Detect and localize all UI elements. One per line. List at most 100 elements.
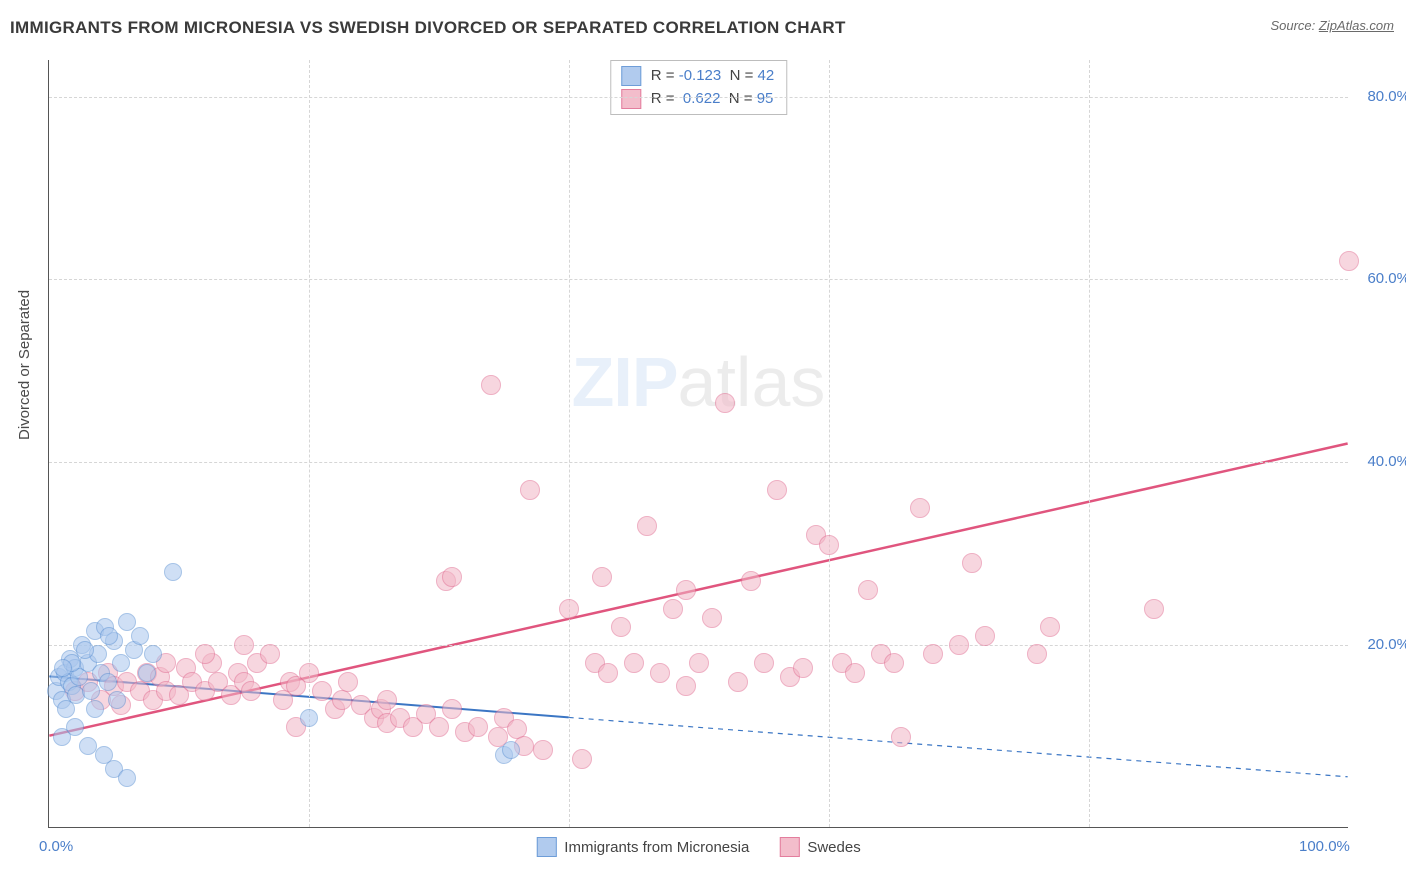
scatter-point-swedes [1339, 251, 1359, 271]
source-link[interactable]: ZipAtlas.com [1319, 18, 1394, 33]
y-tick-label: 60.0% [1367, 270, 1406, 287]
scatter-point-swedes [689, 653, 709, 673]
scatter-point-micronesia [99, 673, 117, 691]
scatter-point-swedes [481, 375, 501, 395]
trendlines-layer [49, 60, 1348, 827]
series-legend-item-micronesia: Immigrants from Micronesia [536, 837, 749, 857]
scatter-point-swedes [650, 663, 670, 683]
scatter-point-micronesia [131, 627, 149, 645]
correlation-legend: R = -0.123 N = 42 R = 0.622 N = 95 [610, 60, 787, 115]
gridline-horizontal: 80.0% [49, 97, 1348, 98]
scatter-point-swedes [429, 717, 449, 737]
scatter-point-micronesia [144, 645, 162, 663]
y-axis-label: Divorced or Separated [16, 290, 33, 440]
scatter-point-swedes [975, 626, 995, 646]
scatter-point-swedes [442, 567, 462, 587]
scatter-point-swedes [793, 658, 813, 678]
x-tick-label: 100.0% [1299, 838, 1350, 855]
correlation-scatter-chart: IMMIGRANTS FROM MICRONESIA VS SWEDISH DI… [0, 0, 1406, 892]
scatter-point-swedes [624, 653, 644, 673]
series-swatch-micronesia [536, 837, 556, 857]
scatter-point-swedes [637, 516, 657, 536]
scatter-point-swedes [949, 635, 969, 655]
scatter-point-micronesia [300, 709, 318, 727]
scatter-point-swedes [572, 749, 592, 769]
scatter-point-swedes [845, 663, 865, 683]
scatter-point-micronesia [108, 691, 126, 709]
watermark: ZIPatlas [572, 342, 826, 422]
scatter-point-micronesia [86, 700, 104, 718]
scatter-point-micronesia [100, 627, 118, 645]
scatter-point-swedes [312, 681, 332, 701]
scatter-point-swedes [754, 653, 774, 673]
scatter-point-micronesia [66, 718, 84, 736]
scatter-point-swedes [559, 599, 579, 619]
series-swatch-swedes [779, 837, 799, 857]
series-legend-item-swedes: Swedes [779, 837, 860, 857]
scatter-point-swedes [338, 672, 358, 692]
scatter-point-swedes [241, 681, 261, 701]
scatter-point-micronesia [54, 659, 72, 677]
legend-swatch-swedes [621, 89, 641, 109]
scatter-point-swedes [260, 644, 280, 664]
scatter-point-swedes [611, 617, 631, 637]
y-tick-label: 20.0% [1367, 636, 1406, 653]
scatter-point-swedes [468, 717, 488, 737]
scatter-point-swedes [592, 567, 612, 587]
scatter-point-swedes [1144, 599, 1164, 619]
scatter-point-swedes [377, 690, 397, 710]
y-tick-label: 40.0% [1367, 453, 1406, 470]
scatter-point-micronesia [164, 563, 182, 581]
legend-row-swedes: R = 0.622 N = 95 [621, 88, 774, 111]
legend-row-micronesia: R = -0.123 N = 42 [621, 65, 774, 88]
scatter-point-swedes [767, 480, 787, 500]
scatter-point-micronesia [112, 654, 130, 672]
scatter-point-swedes [299, 663, 319, 683]
legend-swatch-micronesia [621, 66, 641, 86]
scatter-point-swedes [195, 644, 215, 664]
scatter-point-micronesia [76, 641, 94, 659]
scatter-point-swedes [442, 699, 462, 719]
chart-title: IMMIGRANTS FROM MICRONESIA VS SWEDISH DI… [10, 18, 846, 38]
gridline-horizontal: 40.0% [49, 462, 1348, 463]
watermark-zip: ZIP [572, 343, 678, 421]
scatter-point-micronesia [502, 741, 520, 759]
gridline-vertical [1089, 60, 1090, 827]
series-label-micronesia: Immigrants from Micronesia [564, 839, 749, 856]
scatter-point-swedes [891, 727, 911, 747]
scatter-point-micronesia [138, 664, 156, 682]
scatter-point-swedes [858, 580, 878, 600]
scatter-point-swedes [923, 644, 943, 664]
scatter-point-swedes [598, 663, 618, 683]
scatter-point-swedes [819, 535, 839, 555]
watermark-atlas: atlas [678, 343, 826, 421]
x-tick-label: 0.0% [39, 838, 73, 855]
scatter-point-swedes [676, 580, 696, 600]
scatter-point-swedes [520, 480, 540, 500]
gridline-vertical [829, 60, 830, 827]
gridline-horizontal: 60.0% [49, 279, 1348, 280]
scatter-point-micronesia [118, 769, 136, 787]
scatter-point-swedes [962, 553, 982, 573]
source-attribution: Source: ZipAtlas.com [1270, 18, 1394, 33]
scatter-point-swedes [715, 393, 735, 413]
series-legend: Immigrants from Micronesia Swedes [536, 837, 860, 857]
source-prefix: Source: [1270, 18, 1318, 33]
scatter-point-swedes [1040, 617, 1060, 637]
scatter-point-micronesia [82, 682, 100, 700]
scatter-point-swedes [910, 498, 930, 518]
scatter-point-swedes [676, 676, 696, 696]
scatter-point-swedes [533, 740, 553, 760]
gridline-vertical [569, 60, 570, 827]
scatter-point-swedes [234, 635, 254, 655]
scatter-point-swedes [702, 608, 722, 628]
scatter-point-swedes [884, 653, 904, 673]
series-label-swedes: Swedes [807, 839, 860, 856]
scatter-point-swedes [663, 599, 683, 619]
scatter-point-swedes [728, 672, 748, 692]
scatter-point-swedes [741, 571, 761, 591]
plot-area: ZIPatlas R = -0.123 N = 42 R = 0.622 N =… [48, 60, 1348, 828]
scatter-point-swedes [332, 690, 352, 710]
y-tick-label: 80.0% [1367, 88, 1406, 105]
trend-line [569, 717, 1348, 776]
